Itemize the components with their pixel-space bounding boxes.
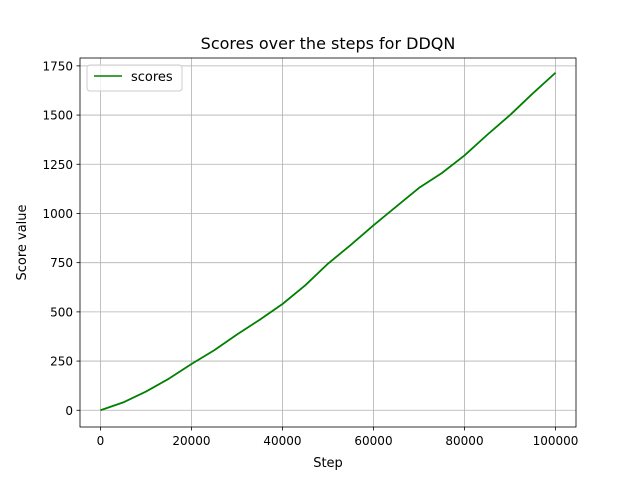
x-tick-label: 0 — [97, 434, 105, 448]
y-tick-label: 500 — [50, 305, 73, 319]
x-tick-label: 60000 — [354, 434, 392, 448]
y-tick-label: 1750 — [42, 59, 73, 73]
y-tick-label: 250 — [50, 355, 73, 369]
x-tick-label: 40000 — [263, 434, 301, 448]
x-tick-label: 100000 — [533, 434, 579, 448]
series-layer — [100, 72, 557, 412]
ticks-layer: 0 20000 40000 60000 80000 100000 0 250 500 750 100… — [42, 59, 578, 448]
legend-box — [86, 64, 183, 92]
y-tick-label: 1500 — [42, 109, 73, 123]
y-tick-label: 0 — [65, 404, 73, 418]
y-axis-label: Score value — [15, 204, 30, 280]
x-axis-label: Step — [313, 456, 343, 471]
y-tick-label: 1000 — [42, 207, 73, 221]
y-tick-label: 1250 — [42, 158, 73, 172]
x-tick-label: 80000 — [445, 434, 483, 448]
x-tick-label: 20000 — [172, 434, 210, 448]
legend-label: scores — [131, 70, 173, 85]
y-tick-label: 750 — [50, 256, 73, 270]
series-line-scores — [100, 72, 557, 412]
axes-frame — [79, 57, 577, 428]
chart-title: Scores over the steps for DDQN — [201, 34, 456, 53]
legend: scores — [86, 64, 183, 92]
